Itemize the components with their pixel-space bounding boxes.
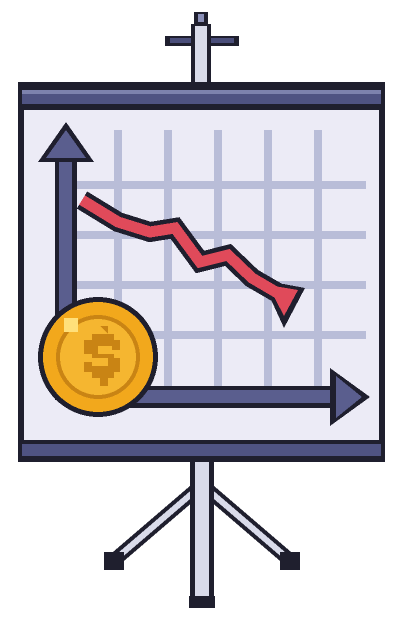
coin [38, 297, 158, 417]
board-bottom-bar [18, 440, 385, 462]
top-peg [165, 12, 239, 90]
decline-arrow [76, 191, 305, 328]
stand [104, 460, 300, 608]
board-top-bar [18, 82, 385, 110]
